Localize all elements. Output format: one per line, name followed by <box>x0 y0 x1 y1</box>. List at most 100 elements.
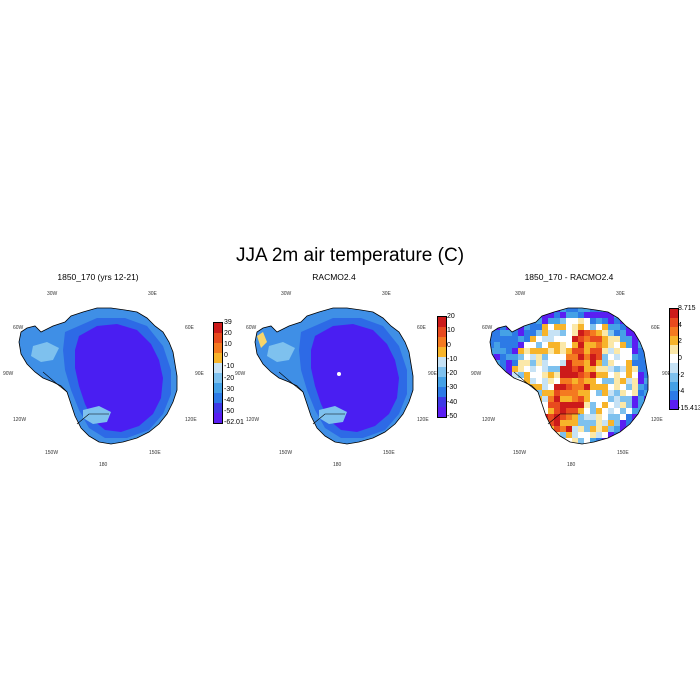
field-cell <box>566 402 572 408</box>
field-cell <box>560 378 566 384</box>
field-cell <box>512 336 518 342</box>
field-cell <box>530 308 536 312</box>
colorbar-segment <box>438 367 446 377</box>
colorbar-segment <box>214 343 222 353</box>
field-cell <box>554 348 560 354</box>
field-cell <box>490 366 494 372</box>
field-cell <box>584 324 590 330</box>
field-cell <box>524 432 530 438</box>
field-cell <box>632 312 638 318</box>
field-cell <box>566 308 572 312</box>
field-cell <box>620 324 626 330</box>
field-cell <box>626 432 632 438</box>
field-cell <box>506 420 512 426</box>
antarctica-map <box>254 307 414 445</box>
lon-label-120w: 120W <box>246 417 260 423</box>
colorbar-segment <box>214 383 222 393</box>
colorbar-tick-label: 2 <box>678 338 682 346</box>
field-cell <box>490 426 494 432</box>
field-cell <box>620 348 626 354</box>
field-cell <box>590 308 596 312</box>
field-cell <box>554 372 560 378</box>
field-cell <box>548 408 554 414</box>
field-cell <box>638 384 644 390</box>
field-cell <box>584 360 590 366</box>
field-cell <box>518 354 524 360</box>
field-cell <box>506 408 512 414</box>
field-cell <box>584 408 590 414</box>
field-cell <box>542 354 548 360</box>
field-cell <box>626 354 632 360</box>
field-cell <box>554 396 560 402</box>
field-cell <box>614 408 620 414</box>
field-cell <box>584 342 590 348</box>
colorbar-segment <box>670 381 678 391</box>
field-cell <box>500 348 506 354</box>
field-cell <box>548 420 554 426</box>
field-cell <box>644 408 648 414</box>
field-cell <box>602 330 608 336</box>
field-cell <box>536 384 542 390</box>
field-cell <box>620 414 626 420</box>
field-cell <box>494 372 500 378</box>
colorbar-tick-label: 10 <box>447 327 455 335</box>
field-cell <box>602 426 608 432</box>
field-cell <box>602 420 608 426</box>
field-cell <box>638 360 644 366</box>
field-cell <box>566 318 572 324</box>
field-cell <box>490 372 494 378</box>
field-cell <box>560 402 566 408</box>
field-cell <box>512 342 518 348</box>
field-cell <box>626 318 632 324</box>
lon-label-30e: 30E <box>148 291 157 297</box>
field-cell <box>494 336 500 342</box>
field-cell <box>530 360 536 366</box>
field-cell <box>620 378 626 384</box>
field-cell <box>638 414 644 420</box>
field-cell <box>578 366 584 372</box>
field-cell <box>536 324 542 330</box>
field-cell <box>518 426 524 432</box>
field-cell <box>596 372 602 378</box>
field-cell <box>602 384 608 390</box>
field-cell <box>644 444 650 450</box>
field-cell <box>518 408 524 414</box>
interior-plateau <box>75 324 163 432</box>
field-cell <box>644 308 648 312</box>
field-cell <box>536 318 542 324</box>
field-cell <box>578 432 584 438</box>
field-cell <box>614 342 620 348</box>
field-cell <box>542 348 548 354</box>
field-cell <box>524 324 530 330</box>
field-cell <box>542 414 548 420</box>
field-cell <box>590 396 596 402</box>
field-cell <box>608 426 614 432</box>
field-cell <box>638 378 644 384</box>
field-cell <box>644 432 648 438</box>
field-cell <box>490 354 494 360</box>
field-cell <box>620 402 626 408</box>
field-cell <box>554 384 560 390</box>
field-cell <box>548 330 554 336</box>
colorbar-tick-label: 0 <box>678 355 682 362</box>
field-cell <box>602 342 608 348</box>
field-cell <box>614 336 620 342</box>
field-cell <box>542 438 548 444</box>
field-cell <box>632 342 638 348</box>
colorbar-tick-label: -40 <box>447 398 458 406</box>
field-cell <box>590 366 596 372</box>
field-cell <box>554 330 560 336</box>
panel-title: 1850_170 - RACMO2.4 <box>524 272 614 282</box>
field-cell <box>578 444 584 450</box>
grounding-line <box>76 413 109 425</box>
field-cell <box>578 342 584 348</box>
colorbar-segment <box>438 357 446 367</box>
field-cell <box>518 318 524 324</box>
lon-label-90w: 90W <box>3 371 14 377</box>
field-cell <box>644 348 648 354</box>
field-cell <box>626 378 632 384</box>
field-cell <box>590 378 596 384</box>
figure-title: JJA 2m air temperature (C) <box>235 245 465 266</box>
map-panel-2: RACMO2.4 30W 30E 60W 60E 90W 90E 120W 12… <box>235 272 469 472</box>
field-cell <box>632 360 638 366</box>
